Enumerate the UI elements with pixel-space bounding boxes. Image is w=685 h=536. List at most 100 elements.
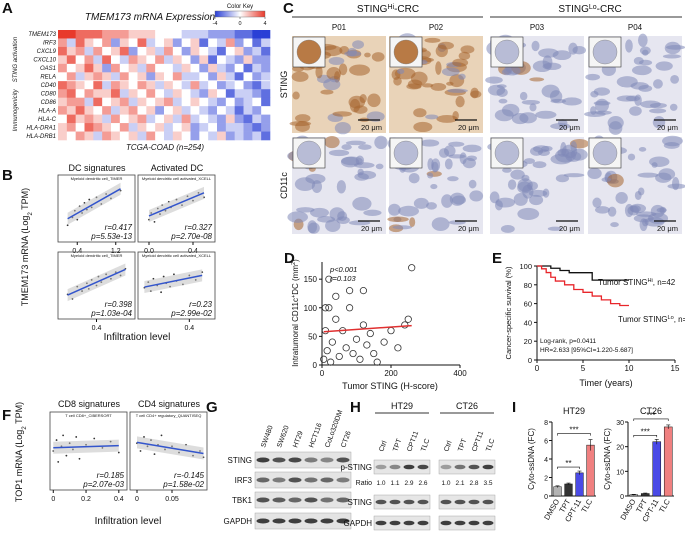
plot-frame xyxy=(49,411,128,491)
blot-strip xyxy=(373,494,431,510)
heatmap-cell xyxy=(155,80,165,90)
bar xyxy=(652,441,662,497)
tissue xyxy=(638,85,653,92)
point xyxy=(404,315,412,323)
heatmap-cell xyxy=(234,38,244,48)
tissue xyxy=(315,65,323,79)
heatmap-cell xyxy=(93,72,103,82)
label-part: TPM) xyxy=(20,188,30,212)
x-tick-label: 0.4 xyxy=(92,325,102,332)
heatmap-cell xyxy=(66,89,76,98)
group-header: STINGHi-CRC xyxy=(357,4,419,16)
heatmap-cell xyxy=(208,38,218,48)
tissue xyxy=(507,179,517,190)
x-tick-label: 0 xyxy=(320,369,325,378)
heatmap-cell xyxy=(208,123,218,132)
tissue xyxy=(608,121,623,135)
tissue xyxy=(663,142,680,149)
scale-label: 20 μm xyxy=(657,224,678,233)
heatmap-cell xyxy=(252,123,262,132)
label-part: Lo xyxy=(589,4,597,11)
label-part: Hi xyxy=(387,4,394,11)
point xyxy=(57,461,60,463)
blot-band xyxy=(454,499,466,505)
y-tick-label: 40 xyxy=(524,318,532,327)
tissue xyxy=(531,40,540,52)
tissue xyxy=(652,116,666,129)
heatmap-cell xyxy=(243,80,253,90)
point xyxy=(332,315,340,323)
sig-bracket xyxy=(557,433,591,436)
point xyxy=(342,344,350,352)
tissue xyxy=(427,172,434,179)
heatmap-cell xyxy=(84,63,94,73)
y-tick-label: 0 xyxy=(544,494,548,501)
point xyxy=(363,341,371,349)
tissue xyxy=(466,155,478,162)
heatmap-cell xyxy=(234,106,244,115)
heatmap-cell xyxy=(84,114,94,124)
heatmap-cell xyxy=(261,30,271,39)
heatmap-cell xyxy=(172,131,182,141)
heatmap-cell xyxy=(243,38,253,48)
tissue xyxy=(631,65,652,76)
blot-band xyxy=(256,497,270,503)
tissue xyxy=(352,40,365,49)
point xyxy=(55,439,58,441)
label-part: TPM) xyxy=(14,402,24,426)
heatmap-cell xyxy=(84,123,94,132)
heatmap-cell xyxy=(217,131,227,141)
heatmap-cell xyxy=(199,63,209,73)
heatmap-cell xyxy=(155,131,165,141)
tissue xyxy=(563,173,585,178)
heatmap-cell xyxy=(119,114,129,124)
x-tick-label: 15 xyxy=(671,364,680,373)
stat-r: r=0.417 xyxy=(105,223,133,232)
heatmap-cell xyxy=(102,97,112,107)
lane-label: SW480 xyxy=(260,425,274,449)
point xyxy=(387,327,395,335)
tissue xyxy=(625,95,641,102)
lane-label: TLC xyxy=(420,438,431,453)
heatmap-cell xyxy=(84,80,94,90)
heatmap-cell xyxy=(172,72,182,82)
plot-subtitle: T cell CD4+ regulatory_QUANTISEQ xyxy=(136,413,202,418)
tissue xyxy=(413,197,429,209)
tissue xyxy=(375,163,384,170)
tissue xyxy=(374,135,388,150)
blot-band xyxy=(272,477,286,483)
blot-band xyxy=(304,497,318,503)
heatmap-cell xyxy=(102,55,112,65)
row-label: HLA-A xyxy=(38,108,56,114)
heatmap-cell xyxy=(225,30,235,39)
heatmap-cell xyxy=(128,46,138,56)
heatmap-cell xyxy=(252,30,262,39)
heatmap-cell xyxy=(119,55,129,65)
tissue xyxy=(519,91,528,101)
lane-label: TPT xyxy=(392,437,403,452)
heatmap-cell xyxy=(128,63,138,73)
tissue xyxy=(532,60,552,73)
heatmap-cell xyxy=(208,72,218,82)
tissue xyxy=(363,209,382,216)
point xyxy=(160,434,163,437)
blot-strip xyxy=(438,515,496,531)
row-label: GAPDH xyxy=(344,519,373,528)
heatmap-cell xyxy=(75,30,85,39)
tissue xyxy=(638,146,647,152)
blot-band xyxy=(389,464,401,470)
tissue xyxy=(532,161,547,169)
y-tick-label: 0 xyxy=(620,494,624,501)
point xyxy=(327,358,335,366)
stat-p: p=2.99e-02 xyxy=(170,309,212,318)
heatmap-cell xyxy=(190,89,200,98)
heatmap-cell xyxy=(155,63,165,73)
tissue xyxy=(349,64,370,76)
point xyxy=(143,436,145,438)
error-bar xyxy=(643,492,648,495)
heatmap-cell xyxy=(66,106,76,115)
blot-band xyxy=(389,520,401,526)
tissue xyxy=(550,98,567,104)
tissue xyxy=(468,179,477,189)
blot-band xyxy=(272,457,286,463)
